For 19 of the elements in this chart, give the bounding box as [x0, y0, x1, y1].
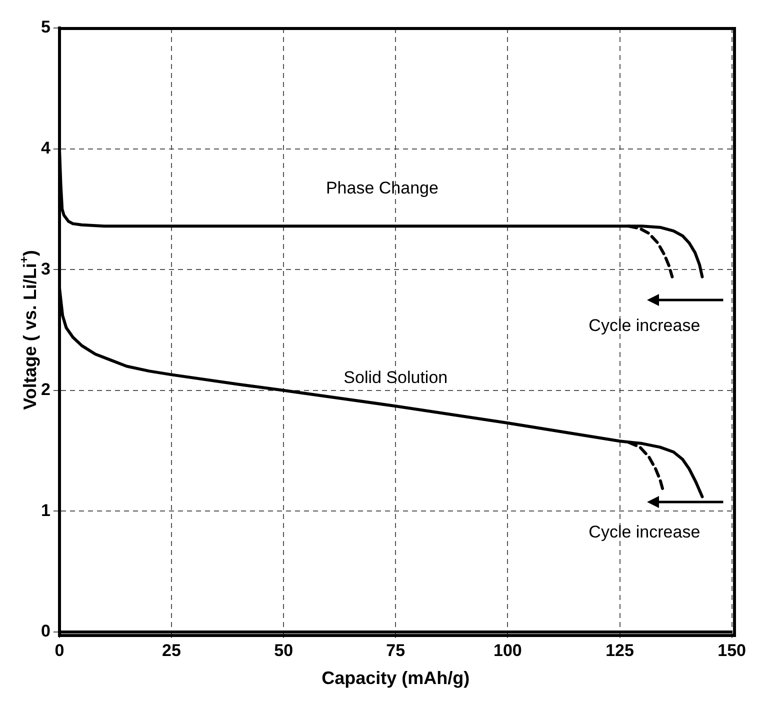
x-tick-label: 100	[494, 640, 522, 660]
y-axis-title: Voltage ( vs. Li/Li+)	[17, 250, 40, 410]
annotation: Cycle increase	[588, 316, 700, 336]
y-tick-label: 2	[40, 380, 50, 400]
y-tick-label: 1	[40, 500, 50, 520]
annotation: Cycle increase	[588, 522, 700, 542]
x-tick-label: 25	[162, 640, 181, 660]
x-tick-label: 150	[718, 640, 746, 660]
y-tick-label: 4	[40, 138, 51, 158]
x-tick-label: 75	[386, 640, 406, 660]
x-tick-label: 125	[606, 640, 634, 660]
x-tick-label: 50	[274, 640, 294, 660]
y-tick-label: 0	[40, 622, 50, 641]
annotation: Phase Change	[326, 178, 438, 198]
x-tick-label: 0	[54, 640, 64, 660]
y-tick-label: 5	[40, 18, 50, 37]
annotation: Solid Solution	[344, 368, 448, 388]
y-tick-label: 3	[40, 259, 50, 278]
x-axis-title: Capacity (mAh/g)	[322, 668, 470, 688]
